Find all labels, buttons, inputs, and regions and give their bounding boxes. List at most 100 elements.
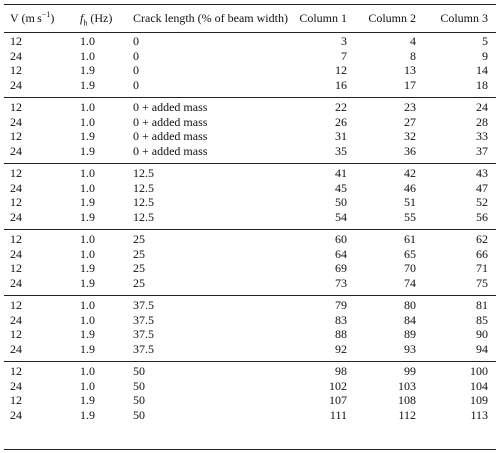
cell: 1.9: [80, 407, 95, 422]
cell: 12: [10, 327, 22, 341]
cell: 61: [404, 232, 416, 246]
header-cell: fh (Hz): [80, 11, 112, 28]
cell: 1.0: [80, 298, 95, 312]
cell: 50: [335, 195, 347, 209]
cell: 0 + added mass: [133, 129, 208, 143]
cell: 50: [133, 378, 145, 393]
cell: 1.9: [80, 261, 95, 275]
cell: 80: [404, 298, 416, 312]
cell: 12.5: [133, 180, 154, 195]
cell: 102: [329, 378, 347, 393]
cell: 65: [404, 246, 416, 261]
cell: 113: [470, 407, 488, 422]
cell: 24: [10, 275, 22, 290]
cell: 83: [335, 312, 347, 327]
cell: 1.0: [80, 166, 95, 180]
cell: 12: [10, 232, 22, 246]
header-cell: Column 2: [368, 11, 416, 25]
cell: 1.9: [80, 143, 95, 158]
cell: 1.9: [80, 195, 95, 209]
cell: 1.9: [80, 341, 95, 356]
cell: 37.5: [133, 327, 154, 341]
cell: 0: [133, 34, 139, 48]
cell: 24: [10, 407, 22, 422]
cell: 25: [133, 275, 145, 290]
cell: 51: [404, 195, 416, 209]
cell: 25: [133, 232, 145, 246]
cell: 26: [335, 114, 347, 129]
cell: 12: [10, 364, 22, 378]
cell: 37.5: [133, 312, 154, 327]
cell: 69: [335, 261, 347, 275]
cell: 24: [10, 209, 22, 224]
header-rule: [4, 32, 496, 33]
header-cell: Column 3: [440, 11, 488, 25]
cell: 17: [404, 77, 416, 92]
cell: 104: [470, 378, 488, 393]
header-sub: h: [83, 18, 88, 28]
cell: 92: [335, 341, 347, 356]
cell: 50: [133, 393, 145, 407]
cell: 12: [10, 261, 22, 275]
cell: 1.0: [80, 34, 95, 48]
cell: 23: [404, 100, 416, 114]
cell: 32: [404, 129, 416, 143]
cell: 112: [398, 407, 416, 422]
cell: 7: [341, 48, 347, 63]
cell: 100: [470, 364, 488, 378]
cell: 24: [10, 114, 22, 129]
cell: 27: [404, 114, 416, 129]
cell: 0 + added mass: [133, 100, 208, 114]
header-cell: Crack length (% of beam width): [133, 11, 288, 25]
cell: 99: [404, 364, 416, 378]
cell: 62: [476, 232, 488, 246]
cell: 1.0: [80, 180, 95, 195]
cell: 5: [482, 34, 488, 48]
cell: 24: [10, 246, 22, 261]
cell: 55: [404, 209, 416, 224]
cell: 28: [476, 114, 488, 129]
cell: 1.0: [80, 364, 95, 378]
cell: 1.9: [80, 209, 95, 224]
cell: 73: [335, 275, 347, 290]
cell: 12: [10, 393, 22, 407]
cell: 37.5: [133, 298, 154, 312]
cell: 66: [476, 246, 488, 261]
header-text: V (m s: [10, 11, 42, 25]
cell: 109: [470, 393, 488, 407]
cell: 60: [335, 232, 347, 246]
header-sup: −1: [41, 10, 51, 19]
cell: 0 + added mass: [133, 114, 208, 129]
cell: 54: [335, 209, 347, 224]
cell: 50: [133, 407, 145, 422]
group-rule: [4, 97, 496, 98]
cell: 35: [335, 143, 347, 158]
cell: 24: [10, 143, 22, 158]
header-symbol: f: [80, 11, 84, 25]
cell: 24: [476, 100, 488, 114]
bottom-rule: [4, 449, 496, 450]
cell: 1.9: [80, 393, 95, 407]
cell: 1.0: [80, 312, 95, 327]
cell: 12: [10, 34, 22, 48]
cell: 41: [335, 166, 347, 180]
cell: 31: [335, 129, 347, 143]
cell: 94: [476, 341, 488, 356]
cell: 12: [335, 63, 347, 77]
cell: 16: [335, 77, 347, 92]
cell: 42: [404, 166, 416, 180]
cell: 1.0: [80, 232, 95, 246]
cell: 4: [410, 34, 416, 48]
cell: 108: [398, 393, 416, 407]
cell: 1.9: [80, 77, 95, 92]
cell: 12: [10, 166, 22, 180]
cell: 1.9: [80, 275, 95, 290]
group-rule: [4, 163, 496, 164]
top-rule: [4, 4, 496, 5]
cell: 12: [10, 63, 22, 77]
cell: 12.5: [133, 209, 154, 224]
cell: 1.9: [80, 327, 95, 341]
cell: 84: [404, 312, 416, 327]
cell: 24: [10, 341, 22, 356]
cell: 1.9: [80, 129, 95, 143]
